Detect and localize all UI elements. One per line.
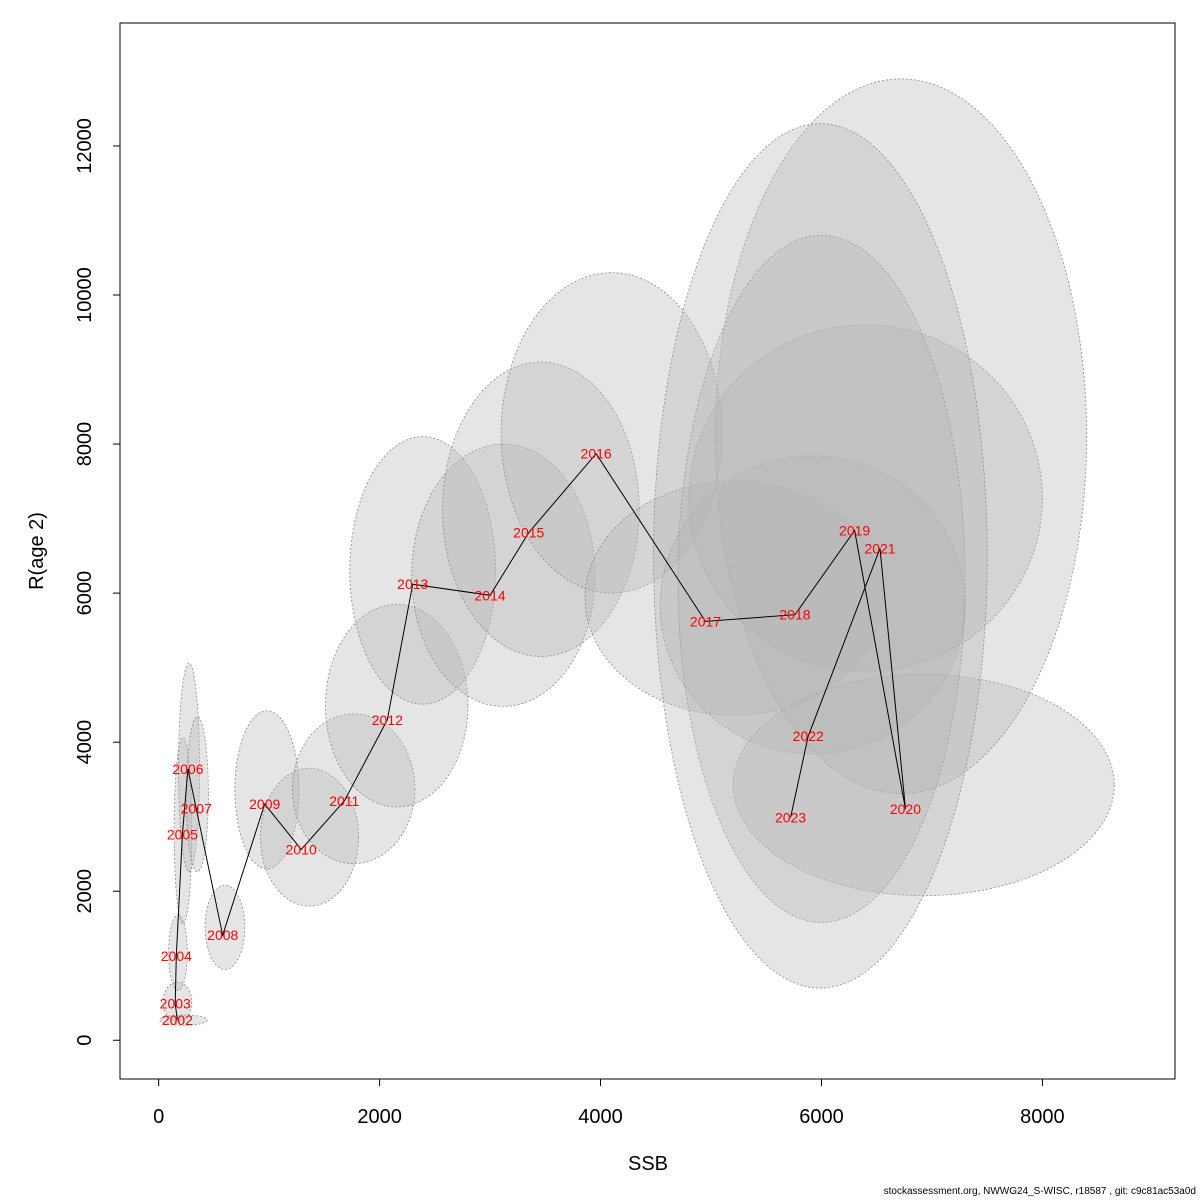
year-label-2017: 2017 [690, 613, 721, 629]
year-label-2005: 2005 [167, 827, 198, 843]
year-label-2018: 2018 [779, 607, 810, 623]
x-axis: 0 2000 4000 6000 8000 [153, 1078, 1065, 1128]
ellipse-layer [159, 78, 1115, 1026]
confidence-ellipse-2016 [500, 272, 723, 594]
stock-recruitment-line [174, 452, 906, 1021]
x-tick-label: 0 [153, 1106, 164, 1128]
year-label-2002: 2002 [162, 1012, 193, 1028]
confidence-ellipse-2014 [411, 443, 596, 707]
confidence-ellipse-2013 [349, 436, 497, 705]
y-tick-label: 8000 [74, 422, 96, 467]
x-tick-label: 6000 [799, 1106, 844, 1128]
y-tick-label: 6000 [74, 571, 96, 616]
confidence-ellipse-2003 [162, 981, 193, 1023]
y-axis-title: R(age 2) [26, 512, 48, 590]
y-axis: 0 2000 4000 6000 8000 10000 12000 [74, 118, 121, 1046]
year-label-2003: 2003 [160, 996, 191, 1012]
x-tick-label: 8000 [1020, 1106, 1065, 1128]
x-axis-title: SSB [628, 1153, 668, 1175]
year-label-2021: 2021 [864, 540, 895, 556]
year-label-2019: 2019 [839, 523, 870, 539]
y-tick-label: 2000 [74, 869, 96, 914]
year-label-2020: 2020 [890, 801, 921, 817]
year-label-2022: 2022 [793, 728, 824, 744]
year-label-2016: 2016 [581, 446, 612, 462]
y-tick-label: 0 [74, 1035, 96, 1046]
confidence-ellipse-2023 [653, 123, 988, 989]
year-label-2012: 2012 [372, 712, 403, 728]
confidence-ellipse-2012 [325, 603, 469, 808]
confidence-ellipse-2018 [659, 455, 966, 755]
year-label-2007: 2007 [181, 800, 212, 816]
year-label-2010: 2010 [286, 841, 317, 857]
confidence-ellipse-2021 [715, 78, 1088, 794]
confidence-ellipse-2017 [584, 480, 883, 716]
x-tick-label: 4000 [578, 1106, 623, 1128]
year-label-2009: 2009 [249, 796, 280, 812]
x-tick-label: 2000 [357, 1106, 402, 1128]
y-tick-label: 10000 [74, 267, 96, 323]
confidence-ellipse-2010 [259, 767, 360, 907]
footer-credit: stockassessment.org, NWWG24_S-WISC, r185… [883, 1186, 1196, 1197]
year-label-2011: 2011 [329, 793, 359, 809]
y-tick-label: 12000 [74, 118, 96, 174]
year-label-2006: 2006 [172, 761, 203, 777]
confidence-ellipse-2019 [688, 324, 1043, 672]
y-tick-label: 4000 [74, 720, 96, 765]
year-label-2023: 2023 [775, 809, 806, 825]
year-label-2008: 2008 [207, 927, 238, 943]
year-label-2015: 2015 [513, 525, 544, 541]
year-label-2004: 2004 [161, 948, 192, 964]
year-label-2014: 2014 [475, 587, 506, 603]
year-label-2013: 2013 [397, 576, 428, 592]
confidence-ellipse-2007 [185, 716, 209, 873]
confidence-ellipse-2011 [291, 713, 416, 865]
confidence-ellipse-2015 [442, 361, 640, 657]
confidence-ellipse-2009 [234, 710, 300, 870]
